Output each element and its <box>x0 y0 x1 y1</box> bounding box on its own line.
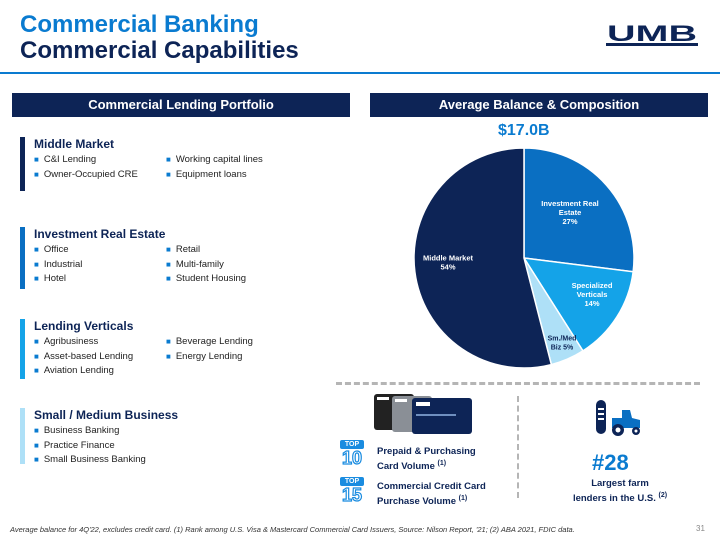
section-investment-real-estate: Investment Real Estate ■ Office ■ Industri… <box>20 227 350 289</box>
composition-pie-chart: Investment Real Estate 27% Specialized Verti… <box>413 147 635 369</box>
ranking-text: Commercial Credit Card Purchase Volume (… <box>377 481 486 508</box>
section-col-1: ■ Office ■ Industrial ■ Hotel <box>34 243 82 287</box>
section-col-1: ■ Business Banking ■ Practice Finance ■ Sma… <box>34 424 146 468</box>
farm-rank-text: Largest farm lenders in the U.S. (2) <box>560 478 680 505</box>
title-line-1: Commercial Banking <box>20 11 259 38</box>
section-middle-market: Middle Market ■ C&I Lending ■ Owner-Occupi… <box>20 137 350 191</box>
chart-title: $17.0B <box>498 122 550 139</box>
pie-slice-investment-real-estate <box>523 147 635 273</box>
section-small-medium-business: Small / Medium Business ■ Business Bankin… <box>20 408 350 465</box>
top-15-badge: TOP 15 <box>340 477 364 505</box>
pie-label: Investment Real Estate 27% <box>541 199 599 226</box>
list-item: ■ Energy Lending <box>166 350 243 362</box>
farm-line-2: lenders in the U.S. (2) <box>572 492 668 505</box>
pie-label: Middle Market 54% <box>423 254 474 272</box>
ranking-line-2: Purchase Volume (1) <box>377 495 468 508</box>
logo-text: UMB <box>607 24 697 46</box>
ranking-line-1: Prepaid & Purchasing <box>377 446 476 457</box>
vertical-dashed-divider <box>517 396 519 498</box>
section-bar <box>20 408 25 464</box>
list-item: ■ Equipment loans <box>166 168 247 180</box>
ranking-line-1: Commercial Credit Card <box>377 481 486 492</box>
title-divider <box>0 72 720 74</box>
list-item: ■ Industrial <box>34 258 83 270</box>
farm-line-1: Largest farm <box>591 478 649 489</box>
page-number: 31 <box>696 524 705 533</box>
top-label: TOP <box>340 477 364 486</box>
section-title: Investment Real Estate <box>34 227 166 241</box>
list-item: ■ Student Housing <box>166 273 247 284</box>
section-col-1: ■ C&I Lending ■ Owner-Occupied CRE <box>34 153 138 182</box>
section-title: Middle Market <box>34 137 115 151</box>
ranking-text: Prepaid & Purchasing Card Volume (1) <box>377 446 476 473</box>
section-title: Lending Verticals <box>34 319 134 333</box>
list-item: ■ Business Banking <box>34 425 120 436</box>
section-col-1: ■ Agribusiness ■ Asset-based Lending ■ Avia… <box>34 335 133 379</box>
footnote: Average balance for 4Q'22, excludes cred… <box>10 525 575 534</box>
list-item: ■ Agribusiness <box>34 336 99 347</box>
section-col-2: ■ Working capital lines ■ Equipment loans <box>166 153 263 182</box>
umb-logo: UMB <box>606 24 698 46</box>
dashed-divider <box>336 382 700 385</box>
section-bar <box>20 137 25 191</box>
page-title: Commercial Banking Commercial Capabiliti… <box>20 12 299 64</box>
lending-portfolio-header: Commercial Lending Portfolio <box>12 93 350 117</box>
pie-slice-middle-market <box>413 147 553 369</box>
farm-rank-number: #28 <box>592 450 629 475</box>
tractor-silo-icon <box>596 400 640 436</box>
list-item: ■ Office <box>34 244 69 255</box>
list-item: ■ Asset-based Lending <box>34 350 134 362</box>
list-item: ■ Practice Finance <box>34 439 115 451</box>
list-item: ■ Small Business Banking <box>34 454 146 465</box>
list-item: ■ Aviation Lending <box>34 365 114 376</box>
list-item: ■ Multi-family <box>166 258 224 270</box>
list-item: ■ Retail <box>166 244 201 255</box>
pie-label: Specialized Verticals 14% <box>572 281 613 308</box>
pie-slice-specialized-verticals <box>522 257 634 352</box>
top-number: 15 <box>341 485 363 505</box>
list-item: ■ Owner-Occupied CRE <box>34 168 138 180</box>
balance-composition-header: Average Balance & Composition <box>370 93 708 117</box>
ranking-line-2: Card Volume (1) <box>377 460 447 473</box>
section-col-2: ■ Retail ■ Multi-family ■ Student Housing <box>166 243 246 287</box>
top-10-badge: TOP 10 <box>340 440 364 468</box>
section-col-2: ■ Beverage Lending ■ Energy Lending <box>166 335 253 364</box>
pie-label: Sm./Med Biz 5% <box>548 336 577 352</box>
section-bar <box>20 227 25 289</box>
credit-cards-icon <box>374 394 472 434</box>
section-bar <box>20 319 25 379</box>
title-line-2: Commercial Capabilities <box>20 37 299 64</box>
top-label: TOP <box>340 440 364 449</box>
list-item: ■ Beverage Lending <box>166 336 253 347</box>
list-item: ■ Working capital lines <box>166 154 263 165</box>
list-item: ■ Hotel <box>34 273 67 284</box>
section-lending-verticals: Lending Verticals ■ Agribusiness ■ Asset-b… <box>20 319 350 379</box>
list-item: ■ C&I Lending <box>34 154 97 165</box>
section-title: Small / Medium Business <box>34 408 179 422</box>
top-number: 10 <box>341 448 363 468</box>
